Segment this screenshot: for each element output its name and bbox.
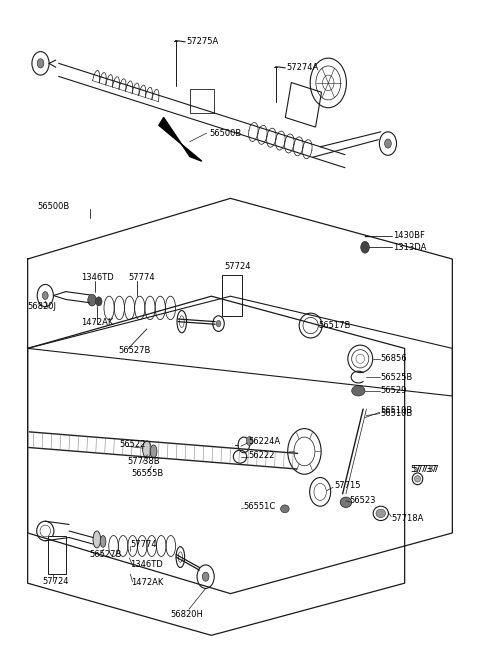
Text: 57275A: 57275A: [187, 37, 219, 47]
Text: 57737: 57737: [413, 465, 440, 474]
Text: 56522: 56522: [120, 440, 146, 449]
Text: 56510B: 56510B: [381, 409, 413, 418]
Text: 57724: 57724: [42, 577, 69, 586]
Ellipse shape: [93, 531, 101, 548]
Circle shape: [216, 320, 221, 327]
Text: 56820H: 56820H: [171, 610, 204, 619]
Ellipse shape: [352, 386, 365, 396]
Text: 56527B: 56527B: [118, 346, 151, 355]
Text: 56222: 56222: [249, 451, 275, 460]
Ellipse shape: [281, 505, 289, 513]
Text: 57737: 57737: [411, 465, 438, 474]
Text: 56510B: 56510B: [381, 407, 413, 415]
Text: 56529: 56529: [381, 386, 407, 395]
Text: 1472AK: 1472AK: [82, 318, 114, 327]
Text: 1346TD: 1346TD: [130, 560, 163, 569]
Text: 56555B: 56555B: [131, 469, 164, 478]
Circle shape: [288, 428, 321, 474]
Text: 57715: 57715: [334, 481, 360, 491]
Text: 1430BF: 1430BF: [393, 231, 425, 240]
Text: 56527B: 56527B: [90, 550, 122, 559]
Bar: [190, 90, 214, 113]
Ellipse shape: [376, 509, 385, 517]
Text: 56500B: 56500B: [209, 128, 241, 138]
Text: 56517B: 56517B: [319, 321, 351, 330]
Ellipse shape: [373, 506, 388, 521]
Ellipse shape: [340, 497, 352, 508]
Text: 1346TD: 1346TD: [82, 273, 114, 282]
Circle shape: [88, 294, 96, 306]
Ellipse shape: [100, 536, 106, 548]
Circle shape: [384, 139, 391, 148]
Text: 57738B: 57738B: [128, 457, 160, 466]
Circle shape: [202, 572, 209, 581]
Circle shape: [96, 297, 102, 306]
Text: 57724: 57724: [224, 262, 251, 271]
Text: 57774: 57774: [130, 540, 157, 548]
Ellipse shape: [299, 313, 322, 338]
Text: 56551C: 56551C: [244, 502, 276, 512]
Text: 56820J: 56820J: [28, 302, 57, 311]
Text: 57274A: 57274A: [287, 64, 319, 73]
Circle shape: [37, 59, 44, 68]
Ellipse shape: [36, 521, 54, 541]
Text: 56224A: 56224A: [249, 437, 281, 446]
Text: 1472AK: 1472AK: [131, 578, 164, 587]
Polygon shape: [28, 296, 452, 396]
Ellipse shape: [414, 476, 420, 482]
Text: 57774: 57774: [129, 273, 156, 282]
Text: 56500B: 56500B: [37, 202, 70, 212]
Circle shape: [42, 291, 48, 299]
Polygon shape: [159, 117, 202, 161]
Text: 56856: 56856: [381, 354, 408, 364]
Bar: [222, 275, 242, 316]
Bar: [48, 536, 66, 574]
Ellipse shape: [348, 345, 372, 373]
Text: 1313DA: 1313DA: [393, 243, 426, 252]
Circle shape: [361, 242, 369, 253]
Text: 56523: 56523: [350, 496, 376, 505]
Text: 57718A: 57718A: [392, 514, 424, 523]
Bar: [285, 83, 322, 127]
Ellipse shape: [150, 445, 157, 458]
Text: 56525B: 56525B: [381, 373, 413, 382]
Ellipse shape: [143, 441, 151, 458]
Circle shape: [246, 436, 253, 445]
Ellipse shape: [412, 473, 423, 485]
